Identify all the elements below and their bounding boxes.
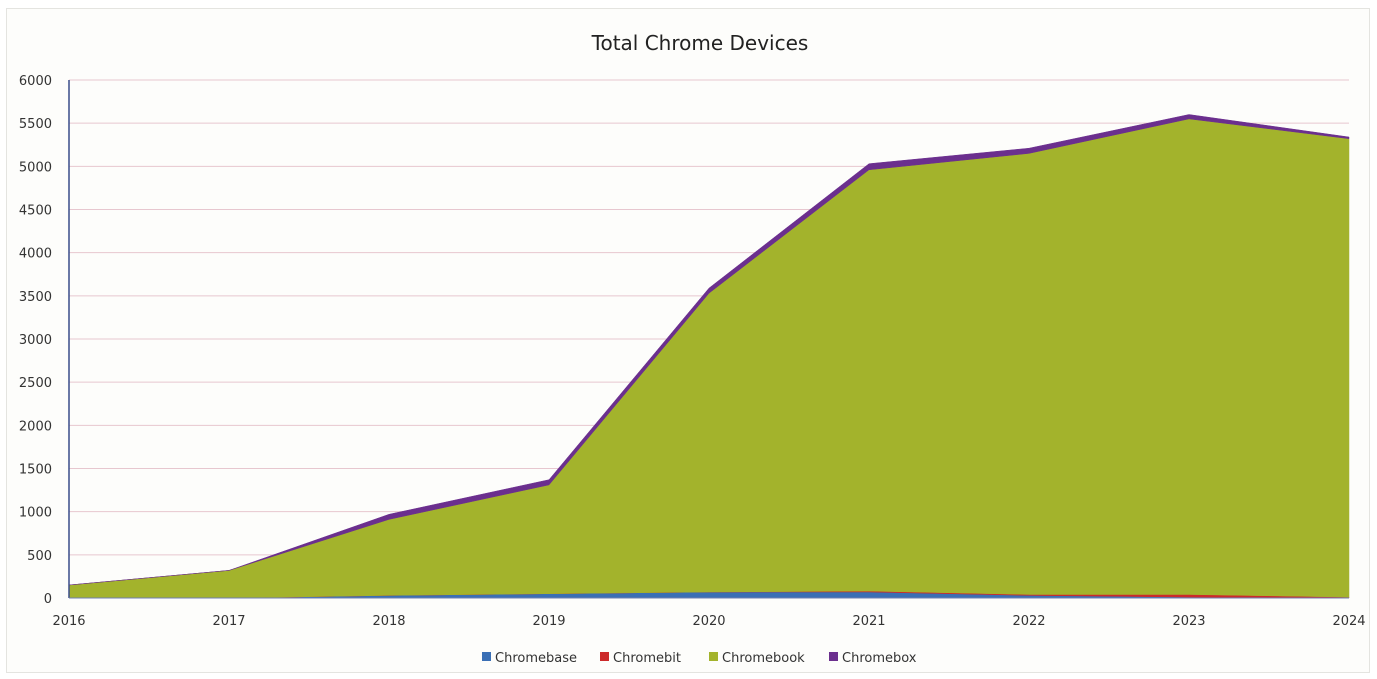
x-tick-label: 2024 — [1332, 614, 1365, 629]
x-tick-labels: 2016 2017 2018 2019 2020 2021 2022 2023 2024 — [52, 614, 1365, 629]
x-tick-label: 2023 — [1172, 614, 1205, 629]
y-tick-label: 0 — [44, 592, 52, 607]
legend: Chromebase Chromebit Chromebook Chromebox — [482, 651, 917, 666]
y-tick-label: 4000 — [19, 247, 52, 262]
x-tick-label: 2016 — [52, 614, 85, 629]
legend-label-chromebase: Chromebase — [495, 651, 577, 666]
legend-swatch-chromebit — [600, 652, 609, 661]
chart-title: Total Chrome Devices — [591, 31, 809, 55]
y-tick-label: 1000 — [19, 506, 52, 521]
axes — [68, 80, 1349, 599]
x-tick-label: 2021 — [852, 614, 885, 629]
y-tick-label: 2500 — [19, 376, 52, 391]
legend-swatch-chromebook — [709, 652, 718, 661]
x-tick-label: 2022 — [1012, 614, 1045, 629]
y-tick-label: 2000 — [19, 419, 52, 434]
legend-swatch-chromebase — [482, 652, 491, 661]
y-tick-label: 500 — [27, 549, 52, 564]
area-chromebox — [68, 114, 1350, 586]
y-tick-label: 5000 — [19, 160, 52, 175]
y-tick-label: 3500 — [19, 290, 52, 305]
x-tick-label: 2018 — [372, 614, 405, 629]
area-chromebook — [68, 118, 1350, 599]
y-tick-label: 3000 — [19, 333, 52, 348]
y-tick-label: 4500 — [19, 204, 52, 219]
x-tick-label: 2020 — [692, 614, 725, 629]
y-tick-label: 6000 — [19, 74, 52, 89]
y-tick-label: 1500 — [19, 463, 52, 478]
y-tick-labels: 0 500 1000 1500 2000 2500 3000 3500 4000 4500 5000… — [19, 74, 52, 607]
y-tick-label: 5500 — [19, 117, 52, 132]
series-areas — [68, 114, 1350, 599]
legend-label-chromebit: Chromebit — [613, 651, 681, 666]
legend-label-chromebook: Chromebook — [722, 651, 805, 666]
x-tick-label: 2019 — [532, 614, 565, 629]
legend-swatch-chromebox — [829, 652, 838, 661]
x-tick-label: 2017 — [212, 614, 245, 629]
legend-label-chromebox: Chromebox — [842, 651, 917, 666]
